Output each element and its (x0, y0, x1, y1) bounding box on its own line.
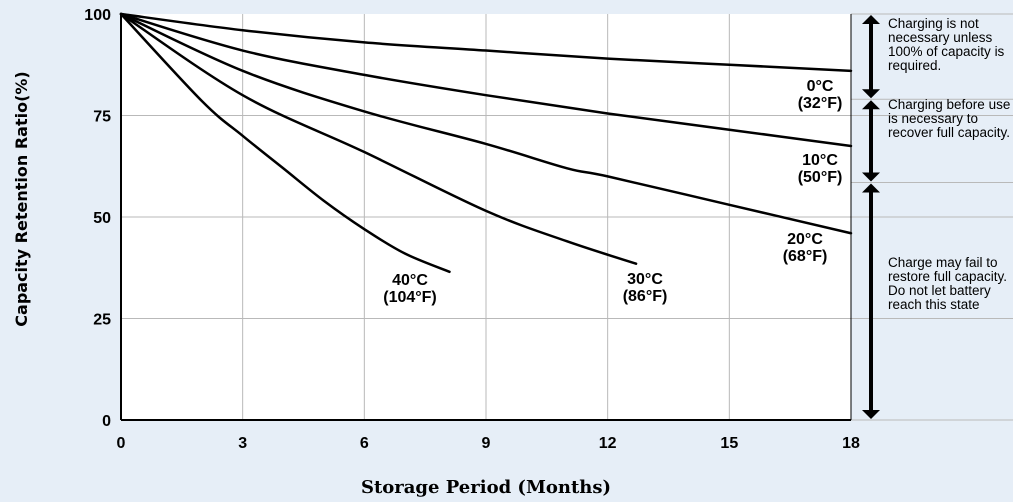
zone-arrow-may-fail (862, 183, 880, 419)
series-label-20c: (68°F) (783, 248, 828, 265)
zone-note-may-fail: Charge may fail to restore full capacity… (888, 255, 1008, 312)
zone-arrow-charge-before-use (862, 100, 880, 182)
y-axis-label: Capacity Retention Ratio(%) (12, 71, 31, 326)
y-tick-label: 25 (93, 312, 111, 329)
gridlines (121, 13, 1013, 421)
series-label-40c: 40°C (392, 272, 428, 289)
zone-note-charge-before-use: Charging before use is necessary to reco… (888, 97, 1011, 140)
axes (120, 14, 852, 421)
series-line-20c (119, 12, 853, 235)
series-label-30c: 30°C (627, 271, 663, 288)
series-labels: 0°C(32°F) 10°C(50°F) 20°C(68°F) 30°C(86°F) 4… (383, 78, 842, 306)
x-tick-label: 6 (360, 435, 369, 452)
series-line-10c (119, 12, 853, 148)
series-line-0c (119, 12, 853, 73)
y-tick-label: 0 (102, 413, 111, 430)
series-line-30c (119, 12, 638, 265)
series-lines (119, 12, 853, 274)
y-tick-label: 100 (84, 7, 111, 24)
x-tick-label: 0 (117, 435, 126, 452)
x-tick-label: 3 (238, 435, 247, 452)
series-label-0c: 0°C (807, 78, 834, 95)
x-tick-label: 9 (482, 435, 491, 452)
zone-note-no-charge: Charging is not necessary unless 100% of… (888, 16, 1005, 73)
x-tick-label: 18 (842, 435, 860, 452)
series-label-10c: (50°F) (798, 169, 843, 186)
x-tick-label: 15 (720, 435, 738, 452)
y-tick-label: 50 (93, 210, 111, 227)
zone-arrow-no-charge (862, 15, 880, 99)
tick-labels: 0 3 6 9 12 15 18 0 25 50 75 100 (84, 7, 860, 452)
series-label-10c: 10°C (802, 152, 838, 169)
series-label-30c: (86°F) (623, 288, 668, 305)
y-tick-label: 75 (93, 109, 111, 126)
series-label-20c: 20°C (787, 231, 823, 248)
x-tick-label: 12 (599, 435, 617, 452)
x-axis-label: Storage Period (Months) (361, 477, 611, 498)
series-label-0c: (32°F) (798, 95, 843, 112)
series-line-40c (119, 12, 451, 274)
zone-brackets (862, 15, 880, 419)
series-label-40c: (104°F) (383, 289, 437, 306)
